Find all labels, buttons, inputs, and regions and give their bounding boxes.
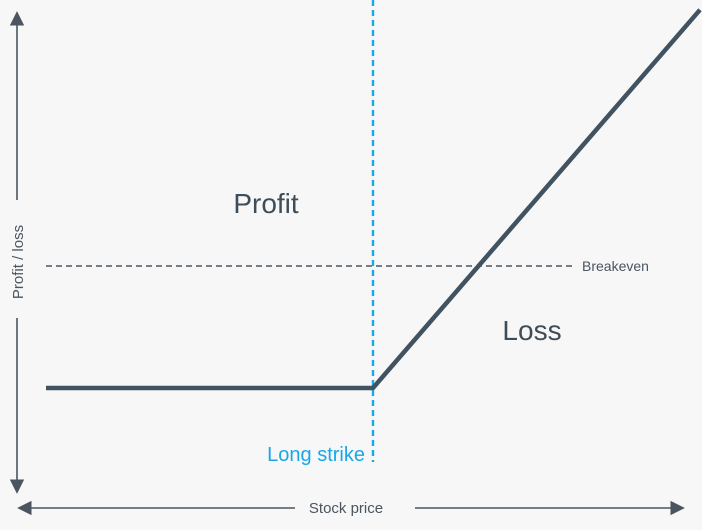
profit-region-label: Profit [233, 188, 299, 219]
long-strike-label: Long strike [267, 444, 365, 466]
breakeven-label: Breakeven [582, 258, 649, 274]
payoff-line [46, 8, 702, 391]
loss-region-label: Loss [502, 315, 561, 346]
y-axis-label: Profit / loss [10, 225, 27, 299]
x-axis-label: Stock price [309, 500, 383, 517]
